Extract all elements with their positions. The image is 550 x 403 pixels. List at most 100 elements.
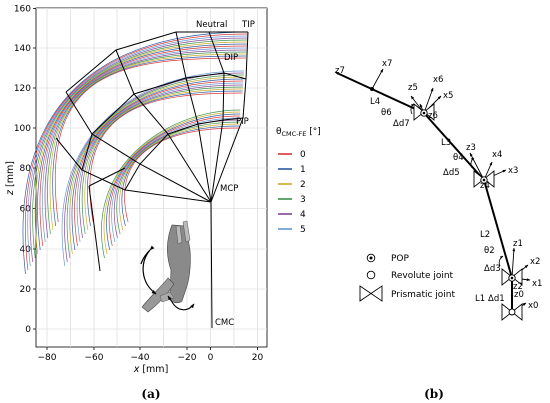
trajectory-arc	[44, 49, 247, 239]
label-z1: z1	[513, 239, 523, 249]
trajectory-arc	[54, 57, 247, 223]
label-z7: z7	[335, 66, 345, 76]
revolute-joints	[420, 109, 516, 316]
y-tick-label: 0	[25, 325, 31, 335]
trajectory-arc	[61, 70, 245, 267]
prismatic-symbol	[359, 285, 383, 302]
revolute-symbol	[366, 270, 376, 280]
trajectory-arc	[66, 74, 244, 259]
label-x2: x2	[530, 257, 540, 267]
trajectory-arc	[124, 127, 240, 223]
legend-entry-label: 2	[300, 180, 306, 190]
panel-a: −80 −60 −40 −20 0 20 0 20 40 60 80 100 1…	[5, 5, 321, 402]
finger-trajectory-arcs	[22, 31, 248, 275]
label-theta6: θ6	[381, 108, 392, 118]
x-tick-label: −40	[131, 353, 150, 363]
angle-arcs	[410, 103, 504, 267]
legend-entry-label: 1	[300, 165, 306, 175]
dip-label: DIP	[224, 53, 238, 63]
label-theta4: θ4	[453, 153, 464, 163]
trajectory-arc	[101, 109, 241, 259]
trajectory-arc	[24, 33, 248, 271]
trajectory-arc	[32, 39, 248, 259]
legend-title: θCMC-FE [°]	[276, 127, 321, 138]
label-L2: L2	[480, 230, 490, 240]
trajectory-arc	[37, 43, 248, 251]
x-tick-label: −60	[85, 353, 104, 363]
joint-labels: Neutral TIP DIP PIP MCP CMC	[196, 20, 255, 328]
trajectory-arc	[39, 45, 247, 247]
x-tick-label: −80	[38, 353, 57, 363]
label-x6: x6	[433, 75, 443, 85]
label-z0: z0	[514, 290, 524, 300]
hand-illustration	[140, 220, 195, 313]
trajectory-arc	[69, 76, 244, 255]
pip-label: PIP	[236, 117, 249, 127]
label-L1: L1	[475, 294, 485, 304]
y-tick-label: 100	[14, 124, 31, 134]
label-dd3: Δd3	[484, 264, 501, 274]
y-tick-labels: 0 20 40 60 80 100 120 140 160	[14, 5, 31, 336]
panel-a-caption: (a)	[141, 387, 160, 401]
y-tick-label: 60	[20, 205, 32, 215]
legend-entry-label: 5	[300, 225, 306, 235]
label-x4: x4	[492, 150, 502, 160]
frame-labels: z7 x7 L4 θ6 Δd7 z5 x6 x5 z6 L3 z3 x4 θ4 …	[335, 59, 542, 311]
label-z6: z6	[428, 111, 438, 121]
trajectory-arc	[84, 88, 243, 231]
y-tick-label: 120	[14, 84, 31, 94]
x-tick-label: −20	[178, 353, 197, 363]
label-x7: x7	[382, 59, 392, 69]
trajectory-arc	[103, 111, 241, 255]
y-tick-label: 20	[20, 285, 32, 295]
panel-b-legend: POP Revolute joint Prismatic joint	[359, 253, 455, 302]
label-x5: x5	[443, 91, 453, 101]
legend-entry-label: 0	[300, 150, 306, 160]
finger-link-lines	[55, 31, 249, 329]
trajectory-arc	[74, 80, 244, 247]
legend-entry-label: 3	[300, 195, 306, 205]
trajectory-arc	[76, 82, 244, 243]
pop-points	[370, 87, 514, 280]
panel-b-caption: (b)	[424, 387, 444, 401]
trajectory-arc	[121, 125, 240, 227]
tip-label: TIP	[241, 20, 255, 30]
trajectory-arc	[47, 51, 247, 235]
trajectory-arc	[119, 123, 240, 231]
mcp-label: MCP	[220, 184, 238, 194]
label-L3: L3	[441, 138, 451, 148]
x-tick-labels: −80 −60 −40 −20 0 20	[38, 353, 264, 363]
label-z4: z4	[480, 181, 490, 191]
trajectory-arc	[34, 41, 248, 255]
label-x0: x0	[528, 301, 538, 311]
trajectory-arc	[29, 37, 248, 263]
panel-b: z7 x7 L4 θ6 Δd7 z5 x6 x5 z6 L3 z3 x4 θ4 …	[334, 59, 542, 401]
trajectory-arc	[49, 53, 247, 231]
trajectory-arc	[106, 113, 241, 251]
y-tick-label: 160	[14, 5, 31, 15]
trajectory-arc	[22, 31, 248, 275]
label-L4: L4	[370, 97, 380, 107]
trajectory-arc	[52, 55, 247, 227]
label-dd5: Δd5	[443, 168, 460, 178]
label-x3: x3	[508, 166, 518, 176]
legend-pop: POP	[391, 254, 410, 264]
legend: θCMC-FE [°] 0 1 2 3 4 5	[276, 127, 321, 235]
trajectory-arc	[27, 35, 248, 267]
x-tick-label: 20	[252, 353, 264, 363]
trajectory-arc	[71, 78, 244, 251]
x-axis-label: x [mm]	[133, 364, 169, 375]
trajectory-arc	[86, 90, 243, 227]
trajectory-arc	[108, 115, 240, 247]
cmc-label: CMC	[215, 318, 234, 328]
y-tick-label: 40	[20, 245, 32, 255]
label-theta2: θ2	[484, 246, 495, 256]
label-x1: x1	[532, 279, 542, 289]
rotation-arrow	[171, 301, 195, 311]
label-dd1: Δd1	[488, 294, 505, 304]
y-tick-label: 140	[14, 44, 31, 54]
legend-entry-label: 4	[300, 210, 306, 220]
trajectory-arc	[81, 86, 243, 235]
trajectory-arc	[79, 84, 244, 239]
